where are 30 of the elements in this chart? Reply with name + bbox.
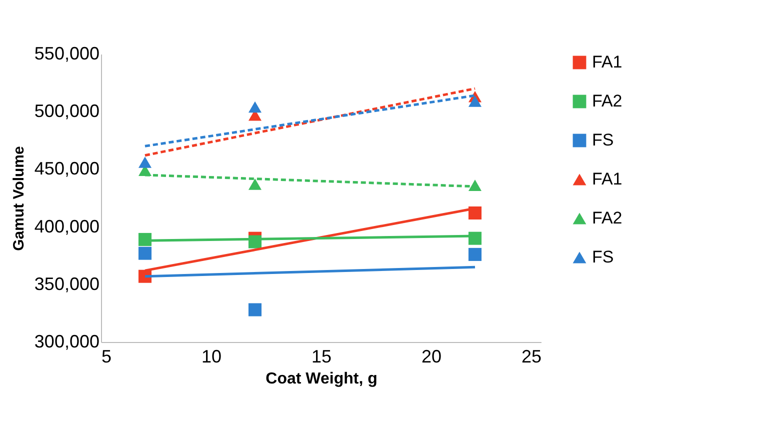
point <box>468 96 482 107</box>
point <box>138 232 152 246</box>
y-axis-title: Gamut Volume <box>10 146 28 251</box>
legend-label: FS <box>592 130 614 150</box>
point <box>468 248 482 261</box>
y-tick-label: 300,000 <box>34 332 100 352</box>
y-tick-label: 550,000 <box>34 44 100 64</box>
x-tick-label: 20 <box>421 346 442 366</box>
point <box>468 180 482 191</box>
x-tick-label: 5 <box>102 346 112 366</box>
y-tick-label: 400,000 <box>34 216 100 236</box>
point <box>248 303 262 316</box>
y-tick-label: 350,000 <box>34 274 100 294</box>
x-tick-label: 15 <box>311 346 332 366</box>
y-tick-label: 450,000 <box>34 158 100 179</box>
point <box>248 101 262 113</box>
x-tick-label: 10 <box>201 346 222 366</box>
x-axis-title: Coat Weight, g <box>266 370 378 388</box>
point <box>468 206 482 220</box>
point <box>138 246 152 260</box>
y-tick-label: 500,000 <box>34 101 100 122</box>
point <box>138 156 152 168</box>
legend-label: FA1 <box>592 170 622 188</box>
legend-label: FA2 <box>592 208 622 228</box>
x-tick-label: 25 <box>521 346 542 366</box>
legend-label: FA1 <box>592 52 622 72</box>
point <box>248 178 262 190</box>
legend-label: FS <box>592 248 614 266</box>
point <box>468 232 482 245</box>
legend-label: FA2 <box>592 92 622 110</box>
